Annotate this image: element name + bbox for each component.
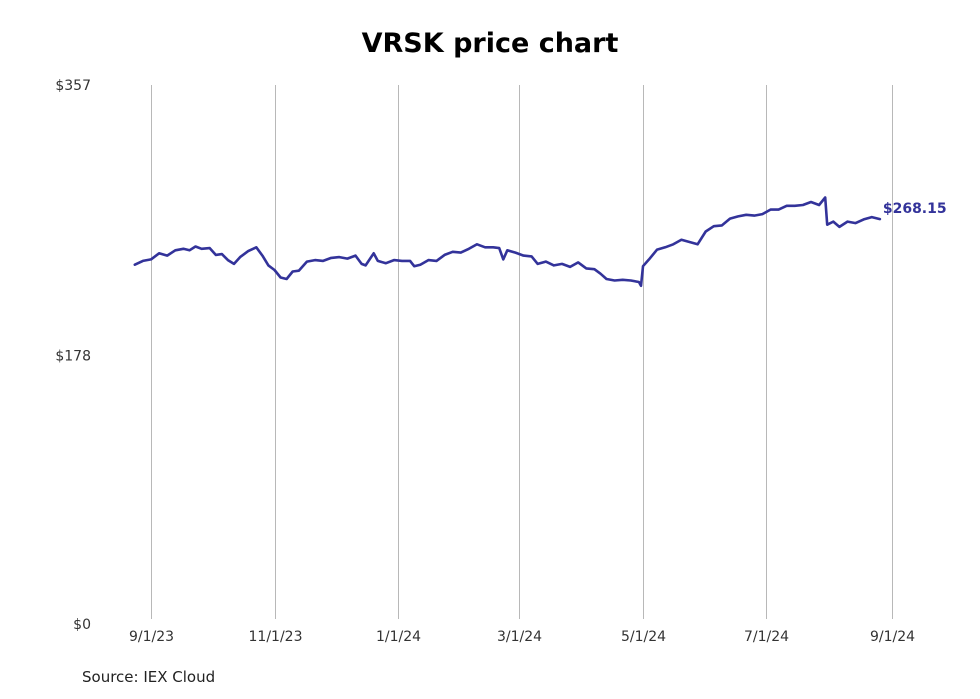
x-tick-label: 11/1/23 bbox=[249, 629, 303, 645]
x-tick-label: 1/1/24 bbox=[376, 629, 421, 645]
price-series: $268.15 bbox=[133, 196, 947, 288]
x-tick-label: 5/1/24 bbox=[621, 629, 666, 645]
y-tick-label: $0 bbox=[73, 617, 91, 633]
x-tick-label: 7/1/24 bbox=[744, 629, 789, 645]
x-axis-ticks: 9/1/23 11/1/23 1/1/24 3/1/24 5/1/24 7/1/24 9/1… bbox=[129, 629, 915, 645]
price-line bbox=[133, 196, 882, 288]
y-tick-label: $357 bbox=[55, 78, 91, 94]
source-note: Source: IEX Cloud bbox=[82, 668, 216, 686]
x-tick-label: 9/1/24 bbox=[870, 629, 915, 645]
chart-title: VRSK price chart bbox=[361, 28, 619, 59]
y-tick-label: $178 bbox=[55, 348, 91, 364]
x-tick-label: 3/1/24 bbox=[497, 629, 542, 645]
y-axis-ticks: $0 $178 $357 bbox=[55, 78, 91, 633]
vertical-gridlines bbox=[151, 85, 893, 619]
last-price-label: $268.15 bbox=[883, 201, 947, 217]
x-tick-label: 9/1/23 bbox=[129, 629, 174, 645]
